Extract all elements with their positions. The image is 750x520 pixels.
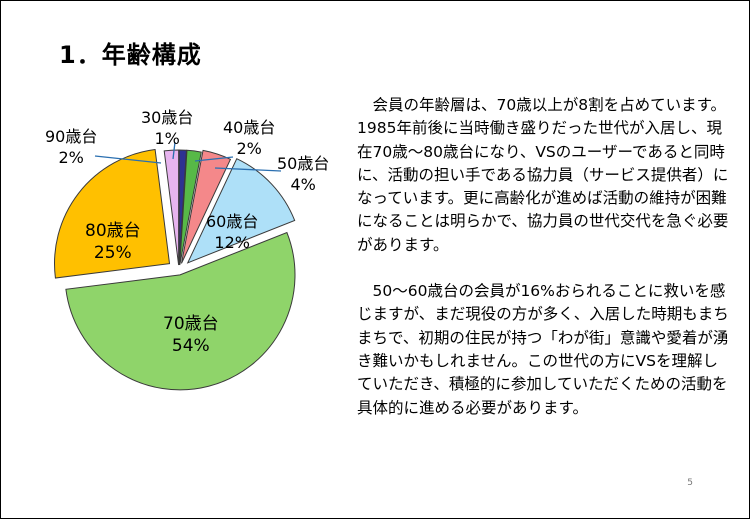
slice-label-50s-name: 50歳台 <box>277 154 330 173</box>
slice-label-80s: 80歳台 25% <box>85 220 141 264</box>
leader-line-30s <box>172 141 176 160</box>
slice-label-40s-pct: 2% <box>236 139 262 158</box>
leader-line-40s <box>194 156 234 162</box>
slice-label-80s-name: 80歳台 <box>85 221 141 241</box>
body-text: 会員の年齢層は、70歳以上が8割を占めています。1985年前後に当時働き盛りだっ… <box>357 94 729 420</box>
paragraph-age-structure: 会員の年齢層は、70歳以上が8割を占めています。1985年前後に当時働き盛りだっ… <box>357 96 729 254</box>
slice-label-50s-pct: 4% <box>290 175 316 194</box>
slice-label-50s: 50歳台 4% <box>277 153 329 195</box>
slice-label-70s: 70歳台 54% <box>163 313 219 357</box>
pie-slice-90歳台 <box>163 149 180 266</box>
slice-label-90s-name: 90歳台 <box>45 127 98 146</box>
slice-label-30s-pct: 1% <box>154 129 180 148</box>
slice-label-40s: 40歳台 2% <box>223 117 275 159</box>
slice-label-90s: 90歳台 2% <box>45 126 97 168</box>
pie-slice-30歳台 <box>178 149 187 266</box>
slice-label-80s-pct: 25% <box>93 243 132 263</box>
leader-line-90s <box>94 155 162 164</box>
slice-label-30s-name: 30歳台 <box>141 108 194 127</box>
slice-label-70s-pct: 54% <box>171 336 210 356</box>
slice-label-60s: 60歳台 12% <box>206 211 258 253</box>
paragraph-younger-members: 50～60歳台の会員が16%おられることに救いを感じますが、まだ現役の方が多く、… <box>357 282 729 417</box>
slice-label-60s-pct: 12% <box>214 233 250 252</box>
page-number: 5 <box>687 478 693 488</box>
leader-line-50s <box>214 167 282 172</box>
slide-title: 1．年齢構成 <box>59 41 202 69</box>
pie-slice-40歳台 <box>179 149 202 266</box>
pie-slice-80歳台 <box>54 148 171 279</box>
pie-slice-70歳台 <box>65 231 296 391</box>
slice-label-60s-name: 60歳台 <box>206 212 259 231</box>
slice-label-30s: 30歳台 1% <box>141 107 193 149</box>
slice-label-90s-pct: 2% <box>58 148 84 167</box>
pie-slice-60歳台 <box>186 158 296 264</box>
pie-slice-50歳台 <box>180 149 232 264</box>
slice-label-70s-name: 70歳台 <box>163 314 219 334</box>
slice-label-40s-name: 40歳台 <box>223 118 276 137</box>
